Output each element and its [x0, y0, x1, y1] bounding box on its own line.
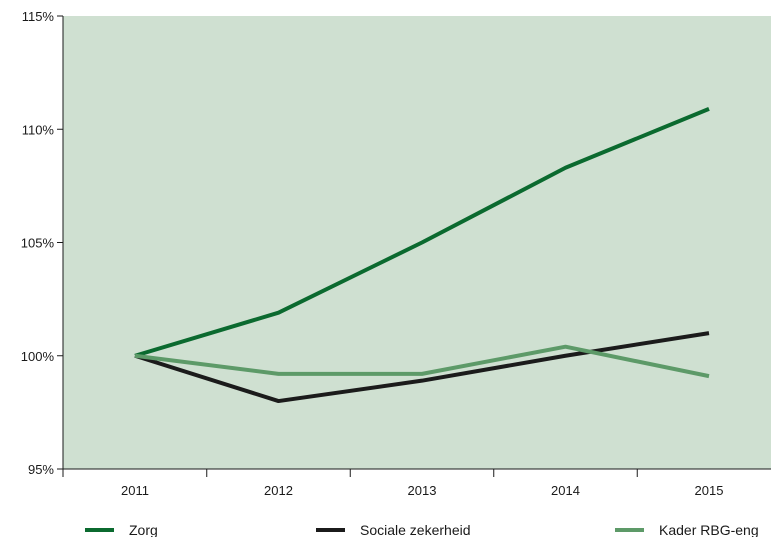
- series-line-1: [134, 107, 710, 358]
- x-tick-label: 2013: [408, 483, 437, 498]
- y-axis-ticks: 95% 100% 105% 110% 115%: [21, 9, 63, 477]
- x-tick-label: 2012: [264, 483, 293, 498]
- plot-area: [63, 16, 771, 469]
- x-tick-label: 2014: [551, 483, 580, 498]
- y-tick-label: 115%: [22, 9, 55, 24]
- y-tick-label: 110%: [22, 122, 55, 137]
- series-line-2: [134, 331, 710, 404]
- series-line-3: [134, 344, 710, 379]
- legend-label: Sociale zekerheid: [360, 522, 471, 537]
- legend-label: Zorg: [129, 522, 158, 537]
- legend-label: Kader RBG-eng: [659, 522, 759, 537]
- y-tick-label: 105%: [21, 236, 55, 251]
- x-tick-label: 2015: [695, 483, 724, 498]
- y-tick-label: 100%: [21, 349, 55, 364]
- y-tick-label: 95%: [28, 462, 54, 477]
- x-tick-label: 2011: [121, 483, 149, 498]
- x-axis-ticks: 2011 2012 2013 2014 2015: [62, 469, 724, 498]
- series-lines: [134, 107, 710, 404]
- legend: Zorg Sociale zekerheid Kader RBG-eng: [85, 522, 759, 537]
